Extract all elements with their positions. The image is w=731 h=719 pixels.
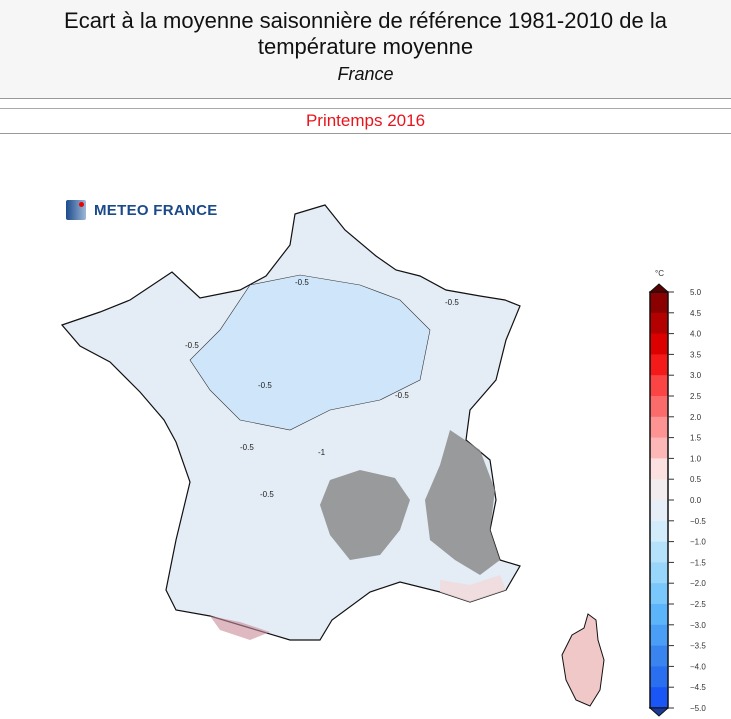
colorbar-tick-label: 4.0 — [690, 330, 702, 339]
contour-label: -0.5 — [258, 381, 272, 390]
colorbar-bin — [650, 624, 668, 647]
map-region: France — [337, 64, 394, 84]
contour-label: -0.5 — [445, 298, 459, 307]
contour-label: -0.5 — [240, 443, 254, 452]
contour-label: -1 — [318, 448, 326, 457]
colorbar-bin — [650, 645, 668, 667]
colorbar-tick-label: −3.0 — [690, 621, 706, 630]
colorbar-bin — [650, 437, 668, 459]
colorbar-under-arrow — [648, 707, 670, 717]
relief-pyrenees — [210, 616, 270, 640]
colorbar-bin — [650, 396, 668, 418]
colorbar-tick-label: 1.5 — [690, 434, 702, 443]
map-title: Ecart à la moyenne saisonnière de référe… — [64, 8, 667, 59]
colorbar-tick-label: −4.0 — [690, 662, 706, 671]
colorbar-bin — [650, 687, 668, 709]
chart-header: Ecart à la moyenne saisonnière de référe… — [0, 0, 731, 99]
warm-anomaly-zone — [440, 575, 506, 602]
colorbar-bin — [650, 458, 668, 480]
colorbar-tick-label: 1.0 — [690, 454, 702, 463]
colorbar-bin — [650, 333, 668, 355]
colorbar-bin — [650, 312, 668, 335]
contour-label: -0.5 — [260, 490, 274, 499]
contour-label: -0.5 — [395, 391, 409, 400]
colorbar: °C 5.0 4.5 4.0 3.5 3.0 2.5 2.0 1.5 1.0 0.5 0.0 −0.5 −… — [648, 269, 706, 717]
colorbar-unit: °C — [655, 269, 664, 278]
contour-label: -0.5 — [185, 341, 199, 350]
colorbar-bin — [650, 292, 668, 314]
colorbar-bin — [650, 583, 668, 605]
colorbar-bin — [650, 666, 668, 688]
colorbar-tick-label: −1.5 — [690, 558, 706, 567]
contour-label: -0.5 — [295, 278, 309, 287]
colorbar-tick-label: 3.5 — [690, 350, 702, 359]
colorbar-tick-label: −2.0 — [690, 579, 706, 588]
colorbar-bin — [650, 500, 668, 522]
colorbar-tick-label: 3.0 — [690, 371, 702, 380]
meteo-france-logo: METEO FRANCE — [66, 200, 218, 220]
colorbar-tick-label: −3.5 — [690, 642, 706, 651]
colorbar-bin — [650, 354, 668, 376]
colorbar-bin — [650, 562, 668, 584]
colorbar-tick-label: 0.5 — [690, 475, 702, 484]
colorbar-bin — [650, 520, 668, 543]
colorbar-over-arrow — [648, 283, 670, 293]
colorbar-bin — [650, 541, 668, 563]
colorbar-bin — [650, 479, 668, 501]
colorbar-tick-label: −4.5 — [690, 683, 706, 692]
relief-alps — [425, 430, 500, 575]
colorbar-tick-label: 2.0 — [690, 413, 702, 422]
colorbar-tick-label: 0.0 — [690, 496, 702, 505]
colorbar-tick-label: −5.0 — [690, 704, 706, 713]
colorbar-tick-label: −1.0 — [690, 538, 706, 547]
cold-anomaly-zone — [189, 274, 431, 431]
colorbar-tick-label: 4.5 — [690, 309, 702, 318]
season-label: Printemps 2016 — [0, 108, 731, 134]
colorbar-tick-label: −0.5 — [690, 517, 706, 526]
colorbar-tick-label: −2.5 — [690, 600, 706, 609]
colorbar-bin — [650, 375, 668, 397]
logo-text: METEO FRANCE — [94, 201, 218, 219]
colorbar-tick-label: 2.5 — [690, 392, 702, 401]
corsica-outline — [561, 613, 605, 707]
relief-massif-central — [320, 470, 410, 560]
colorbar-tick-label: 5.0 — [690, 288, 702, 297]
colorbar-bin — [650, 416, 668, 439]
logo-icon — [66, 200, 86, 220]
colorbar-bin — [650, 604, 668, 626]
